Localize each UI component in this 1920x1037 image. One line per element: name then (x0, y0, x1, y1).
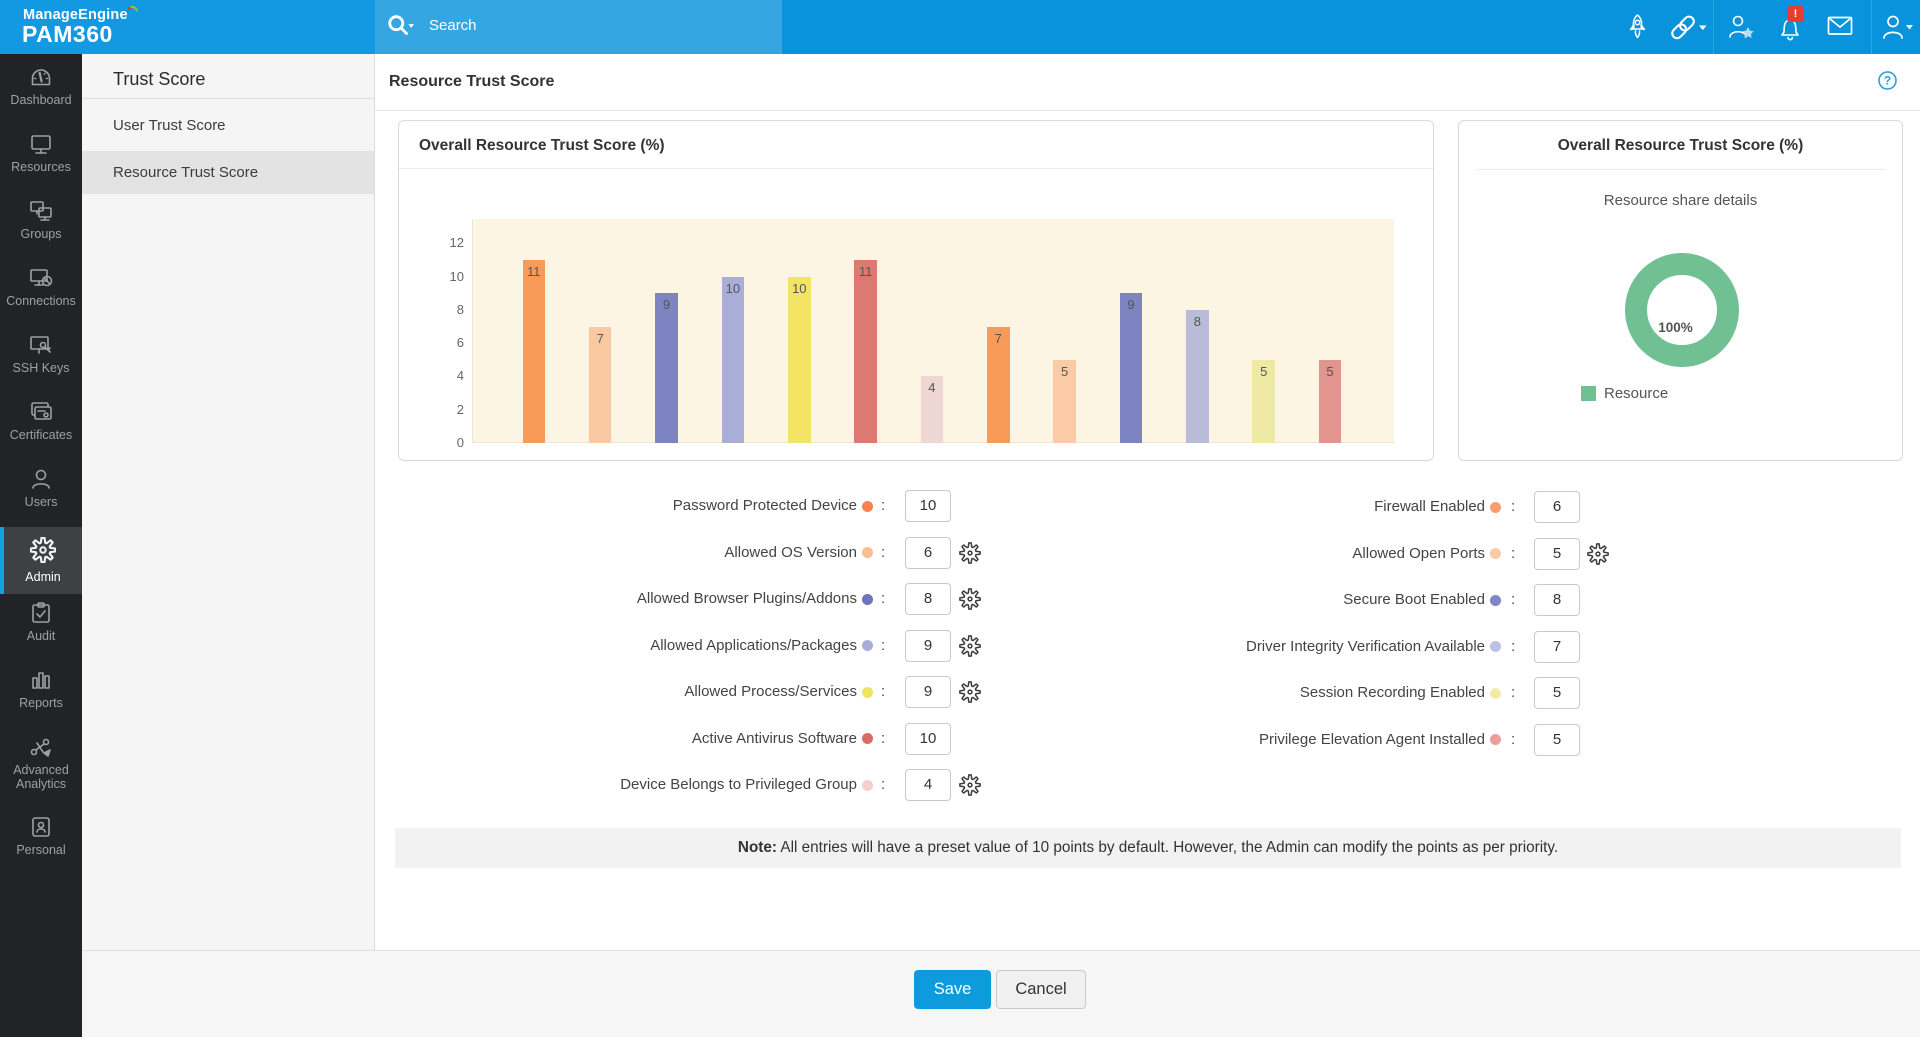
svg-text:?: ? (1884, 74, 1891, 88)
